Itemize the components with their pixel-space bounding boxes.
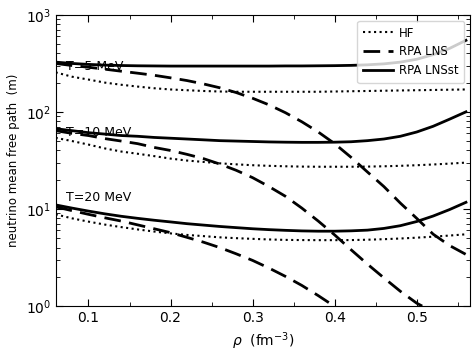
Text: T=5 MeV: T=5 MeV bbox=[65, 60, 123, 73]
X-axis label: $\rho$  (fm$^{-3}$): $\rho$ (fm$^{-3}$) bbox=[231, 330, 294, 352]
Legend: HF, RPA LNS, RPA LNSst: HF, RPA LNS, RPA LNSst bbox=[357, 21, 463, 83]
Y-axis label: neutrino mean free path  (m): neutrino mean free path (m) bbox=[7, 74, 20, 247]
Text: T=20 MeV: T=20 MeV bbox=[65, 191, 130, 204]
Text: T=10 MeV: T=10 MeV bbox=[65, 126, 130, 139]
